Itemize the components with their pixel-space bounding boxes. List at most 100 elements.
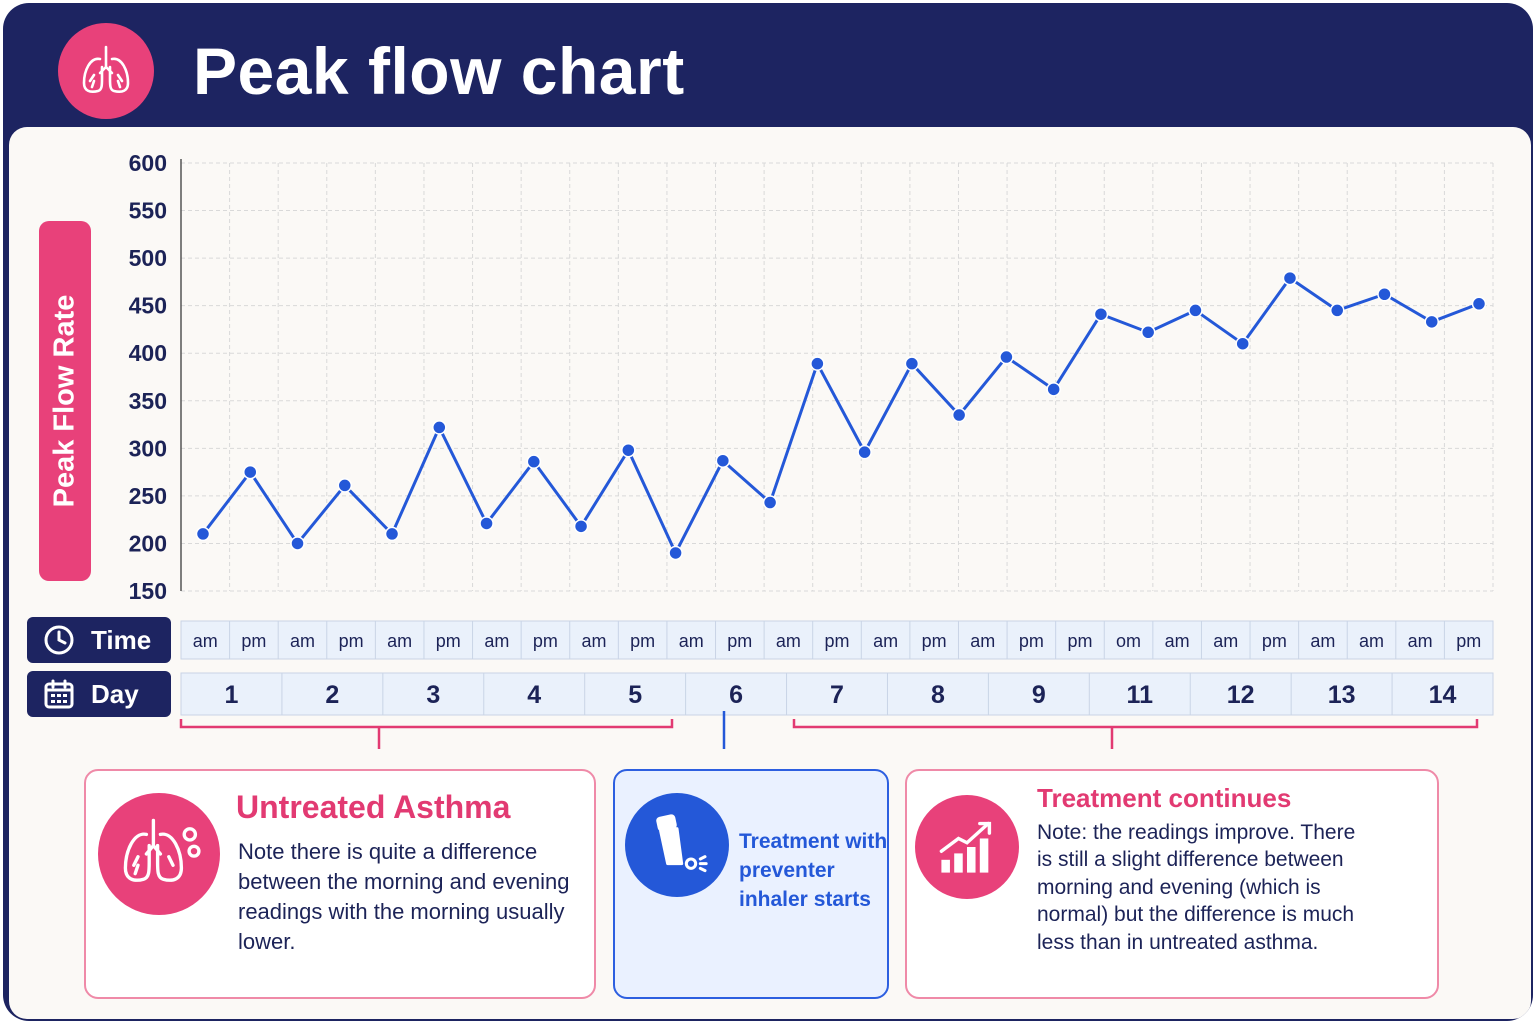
time-label: am xyxy=(776,631,801,651)
time-label: pm xyxy=(1262,631,1287,651)
day-label: 7 xyxy=(830,681,844,709)
data-point xyxy=(1471,296,1487,312)
time-label: pm xyxy=(824,631,849,651)
data-point xyxy=(432,420,447,435)
data-point xyxy=(668,545,683,561)
time-label: am xyxy=(484,631,509,651)
y-tick-label: 250 xyxy=(129,483,167,509)
time-label: am xyxy=(290,631,315,651)
time-row xyxy=(180,620,1494,660)
treatment-continues-card: Treatment continues Note: the readings i… xyxy=(905,769,1439,999)
y-tick-label: 350 xyxy=(129,388,167,414)
clock-icon xyxy=(44,625,74,655)
page-title: Peak flow chart xyxy=(193,34,685,108)
calendar-icon xyxy=(44,679,74,709)
data-point xyxy=(479,516,494,531)
data-point xyxy=(195,526,211,542)
y-axis-label-box xyxy=(39,221,91,581)
time-label: pm xyxy=(1067,631,1092,651)
day-label: 6 xyxy=(729,681,743,709)
time-label: om xyxy=(1116,631,1141,651)
data-point xyxy=(951,407,967,423)
time-label: pm xyxy=(630,631,655,651)
day-label: 14 xyxy=(1429,681,1457,709)
time-label: pm xyxy=(241,631,266,651)
time-label: am xyxy=(582,631,607,651)
data-point xyxy=(1093,306,1109,322)
day-label: 9 xyxy=(1032,681,1046,709)
annotation-brackets xyxy=(179,711,1479,749)
data-point xyxy=(337,478,353,493)
untreated-bracket xyxy=(179,719,674,749)
data-point xyxy=(1424,314,1439,330)
data-point xyxy=(1140,325,1156,340)
day-label: 4 xyxy=(527,681,541,709)
time-label: am xyxy=(1359,631,1384,651)
data-point xyxy=(904,356,920,371)
day-label: 12 xyxy=(1227,681,1255,709)
time-label: am xyxy=(1165,631,1190,651)
data-point xyxy=(526,454,542,469)
data-point xyxy=(573,519,589,534)
data-point xyxy=(290,536,305,551)
time-label: am xyxy=(873,631,898,651)
series-line xyxy=(201,276,1480,555)
y-tick-label: 450 xyxy=(129,293,167,319)
day-label: 3 xyxy=(426,681,440,709)
time-label: pm xyxy=(1456,631,1481,651)
treatment-bracket xyxy=(792,719,1479,749)
day-label: 8 xyxy=(931,681,945,709)
time-label: pm xyxy=(1019,631,1044,651)
time-label: am xyxy=(1310,631,1335,651)
data-point xyxy=(715,453,731,468)
y-tick-label: 150 xyxy=(129,578,167,604)
data-point xyxy=(1046,382,1061,397)
time-label: am xyxy=(387,631,412,651)
data-point xyxy=(621,442,636,458)
time-row-label-text: Time xyxy=(91,624,152,655)
data-point xyxy=(1188,303,1203,318)
data-point xyxy=(1329,303,1345,318)
time-row-label: Time xyxy=(27,617,171,663)
day-row-label-text: Day xyxy=(91,678,139,709)
time-label: pm xyxy=(727,631,752,651)
lungs-icon xyxy=(58,23,154,119)
untreated-text: Note there is quite a difference between… xyxy=(238,839,570,954)
treatment-continues-title: Treatment continues xyxy=(1037,783,1292,813)
chart-frame: Peak flow chart Peak Flow Rate Time Day … xyxy=(3,3,1533,1021)
day-label: 5 xyxy=(628,681,642,709)
day-row xyxy=(180,672,1494,716)
y-tick-label: 550 xyxy=(129,198,167,224)
day-label: 1 xyxy=(225,681,239,709)
treatment-start-card: Treatment with preventer inhaler starts xyxy=(613,769,889,999)
time-label: am xyxy=(1213,631,1238,651)
header: Peak flow chart xyxy=(3,3,1533,127)
data-point xyxy=(762,495,778,510)
day-label: 13 xyxy=(1328,681,1356,709)
treatment-start-text: Treatment with preventer inhaler starts xyxy=(739,830,888,911)
lungs-icon xyxy=(98,793,220,915)
data-point xyxy=(384,526,400,542)
data-point xyxy=(1235,336,1250,351)
data-point xyxy=(857,444,872,460)
data-point xyxy=(243,464,258,480)
plot-area xyxy=(181,163,1493,591)
time-label: am xyxy=(970,631,995,651)
treatment-continues-text: Note: the readings improve. There is sti… xyxy=(1037,821,1356,954)
chart-panel: Peak Flow Rate Time Day 150 200 250 300 350 4… xyxy=(9,127,1531,1019)
y-tick-label: 400 xyxy=(129,340,167,366)
line-chart: 150 200 250 300 350 400 450 500 550 600 am pm am pm am… xyxy=(129,150,1494,716)
time-label: am xyxy=(679,631,704,651)
y-tick-label: 200 xyxy=(129,530,167,556)
y-tick-label: 300 xyxy=(129,435,167,461)
data-point xyxy=(810,356,825,371)
time-label: pm xyxy=(922,631,947,651)
time-label: pm xyxy=(339,631,364,651)
day-label: 11 xyxy=(1127,681,1154,709)
untreated-title: Untreated Asthma xyxy=(236,789,511,825)
day-label: 2 xyxy=(325,681,339,709)
data-point xyxy=(1282,270,1298,286)
inhaler-icon xyxy=(625,793,729,897)
y-tick-label: 600 xyxy=(129,150,167,176)
data-point xyxy=(999,349,1014,365)
